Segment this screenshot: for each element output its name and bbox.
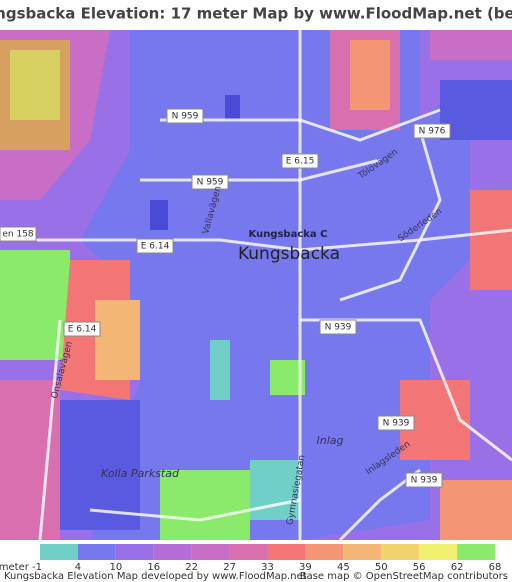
- legend-label: 50: [375, 562, 388, 573]
- road-shield: [405, 472, 443, 488]
- road-shield: [319, 319, 357, 335]
- legend-swatch: [457, 544, 495, 560]
- road-label: E 6.14: [141, 242, 170, 252]
- legend-swatch: [40, 544, 78, 560]
- legend-label: 33: [261, 562, 274, 573]
- road-label: N 959: [172, 112, 199, 122]
- legend-label: 16: [147, 562, 160, 573]
- legend-swatch: [191, 544, 230, 560]
- footer-left: Kungsbacka Elevation Map developed by ww…: [4, 571, 307, 582]
- road-shield: [0, 226, 37, 242]
- road-shield: [413, 123, 451, 139]
- road-shield: [136, 238, 174, 254]
- road-shield: [63, 321, 101, 337]
- legend-swatch: [419, 544, 458, 560]
- legend-label: 22: [185, 562, 198, 573]
- legend: meter -1 4 10 16 22 27 33 39 45 50 56 62 68: [0, 544, 501, 573]
- legend-label: 68: [489, 562, 502, 573]
- road-label: N 939: [383, 419, 410, 429]
- road-label: E 6.14: [68, 325, 97, 335]
- road-label: en 158: [2, 230, 34, 240]
- legend-swatch: [153, 544, 192, 560]
- legend-label: 56: [413, 562, 426, 573]
- legend-label: 39: [299, 562, 312, 573]
- map: [0, 30, 512, 542]
- road-label: E 6.15: [286, 157, 315, 167]
- title: Kungsbacka Elevation: 17 meter Map by ww…: [0, 5, 512, 23]
- legend-label: 62: [451, 562, 464, 573]
- road-label: N 959: [197, 178, 224, 188]
- road-label: N 939: [411, 476, 438, 486]
- legend-swatch: [381, 544, 420, 560]
- footer-right: Base map © OpenStreetMap contributors: [300, 571, 508, 582]
- place-label: Kolla Parkstad: [101, 467, 180, 480]
- road-label: N 976: [419, 127, 446, 137]
- legend-swatch: [77, 544, 116, 560]
- legend-label: 27: [223, 562, 236, 573]
- road-shield: [166, 108, 204, 124]
- place-label: Inlag: [317, 434, 344, 447]
- city-label: Kungsbacka: [238, 244, 340, 264]
- station-label: Kungsbacka C: [249, 229, 328, 240]
- legend-swatch: [229, 544, 268, 560]
- legend-label: 4: [75, 562, 81, 573]
- legend-label: 45: [337, 562, 350, 573]
- legend-swatch: [343, 544, 382, 560]
- legend-swatch: [305, 544, 344, 560]
- road-label: N 939: [325, 323, 352, 333]
- road-shield: [281, 153, 319, 169]
- legend-swatch: [267, 544, 306, 560]
- legend-label: meter -1: [0, 562, 42, 573]
- legend-label: 10: [109, 562, 122, 573]
- road-shield: [191, 174, 229, 190]
- road-shield: [377, 415, 415, 431]
- legend-swatch: [115, 544, 154, 560]
